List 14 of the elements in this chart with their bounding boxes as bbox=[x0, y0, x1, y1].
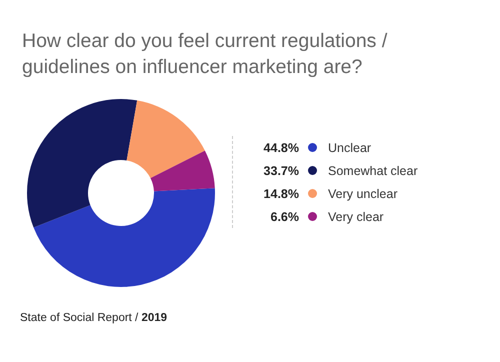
text: State of Social Report / 2019 bbox=[20, 312, 168, 324]
data-label: 6.6% bbox=[270, 210, 299, 224]
legend-label: Very unclear bbox=[328, 186, 398, 200]
donut-slice bbox=[27, 99, 138, 228]
donut-slice bbox=[150, 150, 215, 192]
legend-label: Somewhat clear bbox=[328, 164, 418, 178]
data-label: 14.8% bbox=[262, 186, 299, 200]
legend-label: Very clear bbox=[328, 210, 384, 224]
chart-title: How clear do you feel current regulations / guidelines on influencer marketing are? bbox=[22, 29, 388, 80]
donut-slice bbox=[126, 100, 205, 178]
legend-label: Unclear bbox=[328, 140, 372, 154]
data-label: 33.7% bbox=[262, 164, 299, 178]
data-label: 44.8% bbox=[262, 140, 299, 154]
donut-slice bbox=[34, 188, 215, 287]
